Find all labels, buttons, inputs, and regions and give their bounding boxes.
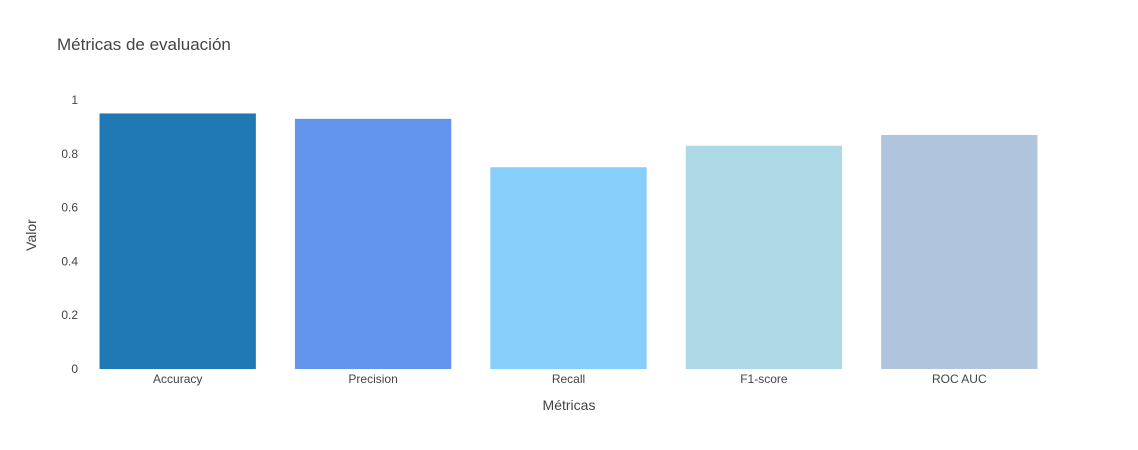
- x-tick-label: Accuracy: [153, 372, 202, 386]
- bar[interactable]: [685, 145, 843, 369]
- y-tick-label: 1: [71, 93, 78, 107]
- bar[interactable]: [490, 167, 647, 369]
- y-tick-label: 0.2: [61, 308, 78, 322]
- x-tick-label: Precision: [348, 372, 397, 386]
- x-tick-label: Recall: [552, 372, 585, 386]
- y-tick-label: 0: [71, 362, 78, 376]
- bar[interactable]: [881, 134, 1038, 369]
- x-tick-label: F1-score: [740, 372, 788, 386]
- y-axis-label: Valor: [23, 219, 39, 251]
- y-tick-label: 0.6: [61, 201, 78, 215]
- bar[interactable]: [294, 118, 452, 369]
- x-axis-label: Métricas: [543, 397, 596, 413]
- y-tick-label: 0.8: [61, 147, 78, 161]
- x-axis-ticks: Accuracy Precision Recall F1-score ROC AUC: [153, 372, 987, 386]
- bar[interactable]: [99, 113, 256, 369]
- y-tick-label: 0.4: [61, 254, 78, 268]
- x-tick-label: ROC AUC: [932, 372, 987, 386]
- chart-title: Métricas de evaluación: [57, 35, 231, 54]
- bars-group: [99, 113, 1038, 369]
- y-axis-ticks: 0 0.2 0.4 0.6 0.8 1: [61, 93, 78, 376]
